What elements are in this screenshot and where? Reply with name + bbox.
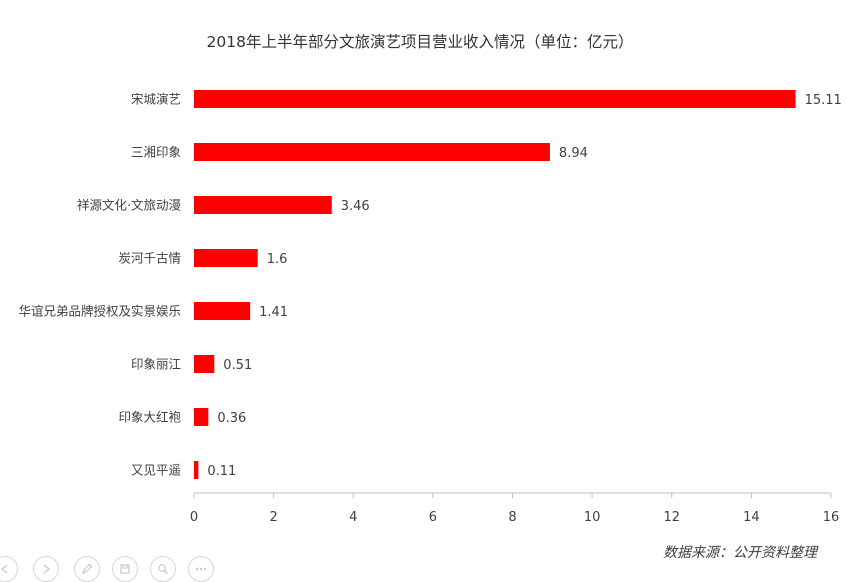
bar xyxy=(194,249,258,267)
category-label: 又见平遥 xyxy=(131,463,181,478)
value-label: 3.46 xyxy=(341,199,370,214)
save-button[interactable] xyxy=(112,556,138,582)
value-label: 0.51 xyxy=(223,358,252,373)
x-tick-label: 2 xyxy=(269,510,277,525)
x-tick-label: 16 xyxy=(823,510,840,525)
source-note: 数据来源：公开资料整理 xyxy=(663,545,817,561)
pen-button[interactable] xyxy=(74,556,100,582)
bar xyxy=(194,355,215,373)
x-tick-label: 6 xyxy=(429,510,437,525)
next-button[interactable] xyxy=(33,556,59,582)
prev-icon xyxy=(0,564,8,574)
bar xyxy=(194,143,550,161)
value-label: 1.41 xyxy=(259,305,288,320)
x-tick-label: 12 xyxy=(663,510,680,525)
category-label: 三湘印象 xyxy=(131,145,181,160)
slide-toolbar xyxy=(0,552,230,582)
value-label: 1.6 xyxy=(267,252,288,267)
category-label: 宋城演艺 xyxy=(131,92,181,107)
bar xyxy=(194,196,332,214)
x-tick-label: 14 xyxy=(743,510,760,525)
bar xyxy=(194,90,796,108)
bar xyxy=(194,302,251,320)
category-label: 炭河千古情 xyxy=(118,251,181,266)
x-tick-label: 4 xyxy=(349,510,357,525)
category-label: 祥源文化·文旅动漫 xyxy=(77,198,181,213)
next-icon xyxy=(43,564,51,574)
pen-icon xyxy=(82,563,93,574)
value-label: 0.11 xyxy=(207,464,236,479)
zoom-icon xyxy=(158,564,168,574)
category-label: 印象丽江 xyxy=(131,357,181,372)
chart-title: 2018年上半年部分文旅演艺项目营业收入情况（单位：亿元） xyxy=(207,33,634,51)
x-tick-label: 0 xyxy=(190,510,198,525)
bar xyxy=(194,408,209,426)
x-tick-label: 10 xyxy=(584,510,601,525)
x-tick-label: 8 xyxy=(508,510,516,525)
more-icon xyxy=(195,567,207,571)
save-icon xyxy=(120,564,130,574)
bar xyxy=(194,461,199,479)
zoom-button[interactable] xyxy=(150,556,176,582)
category-label: 华谊兄弟品牌授权及实景娱乐 xyxy=(18,304,181,319)
more-button[interactable] xyxy=(188,556,214,582)
category-label: 印象大红袍 xyxy=(118,410,181,425)
value-label: 8.94 xyxy=(559,146,588,161)
value-label: 0.36 xyxy=(217,411,246,426)
prev-button[interactable] xyxy=(0,556,18,582)
value-label: 15.11 xyxy=(805,93,842,108)
